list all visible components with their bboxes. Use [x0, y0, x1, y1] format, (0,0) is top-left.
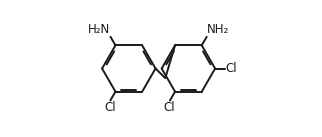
Text: Cl: Cl: [104, 101, 116, 114]
Text: Cl: Cl: [164, 101, 175, 114]
Text: H₂N: H₂N: [88, 23, 110, 36]
Text: Cl: Cl: [226, 62, 237, 75]
Text: NH₂: NH₂: [207, 23, 229, 36]
